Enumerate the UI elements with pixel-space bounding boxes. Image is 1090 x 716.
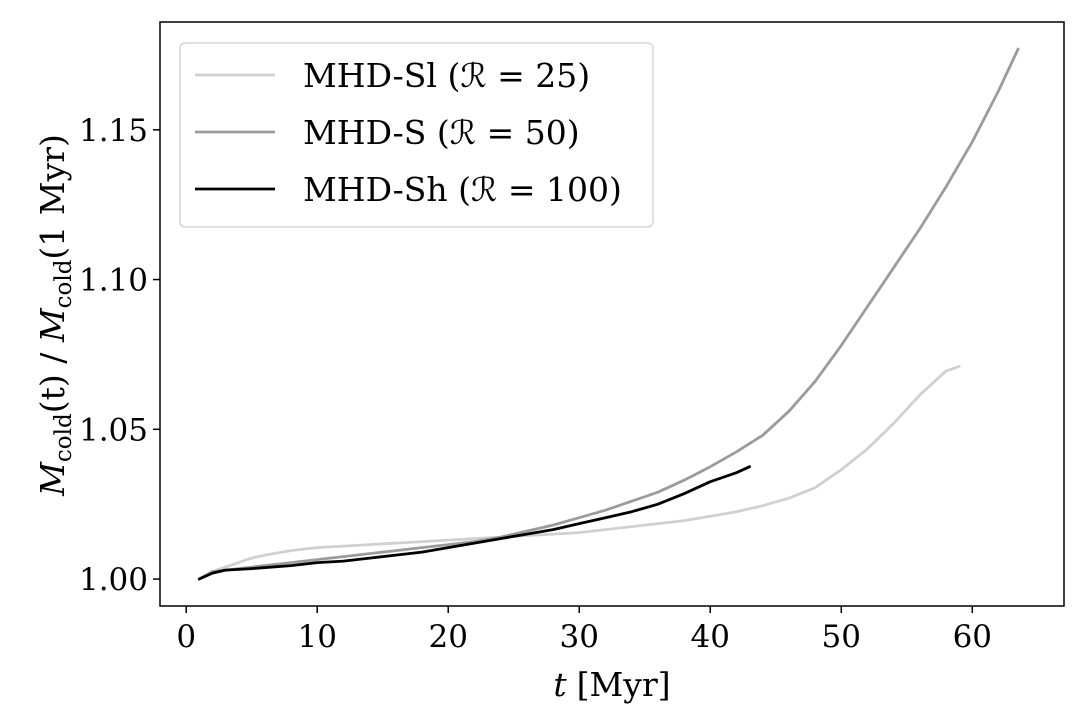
series-line	[197, 465, 751, 581]
x-tick-label: 20	[429, 619, 468, 655]
y-axis-title-num-sub: cold	[51, 413, 77, 462]
legend-items: MHD-Sl (ℛ = 25) MHD-S (ℛ = 50) MHD-Sh (ℛ =…	[195, 56, 622, 209]
y-axis-title-den-arg: (1 Myr)	[33, 134, 72, 259]
legend: MHD-Sl (ℛ = 25) MHD-S (ℛ = 50) MHD-Sh (ℛ =…	[179, 42, 654, 228]
x-tick-label: 40	[691, 619, 730, 655]
legend-box	[179, 42, 654, 228]
series-line	[197, 47, 1020, 581]
y-tick-label: 1.15	[79, 113, 148, 149]
x-tick-label: 30	[560, 619, 599, 655]
plot-frame	[159, 21, 1065, 607]
y-tick-label: 1.10	[79, 263, 148, 299]
legend-label: MHD-S (ℛ = 50)	[303, 113, 580, 152]
x-tick-label: 60	[953, 619, 992, 655]
x-axis-title-unit: [Myr]	[577, 665, 671, 704]
y-axis-title: Mcold(t) / Mcold(1 Myr)	[33, 134, 77, 497]
x-tick-label: 0	[176, 619, 196, 655]
axis-ticks: 0 10 20 30 40 50 60 1.00 1.05 1.10 1.15	[79, 113, 992, 655]
x-axis-title-var: t	[553, 665, 567, 704]
x-tick-label: 10	[297, 619, 336, 655]
y-axis-title-den-var: M	[33, 307, 72, 343]
series-line	[197, 364, 961, 581]
x-axis-title: t [Myr]	[553, 665, 670, 704]
y-tick-label: 1.00	[79, 562, 148, 598]
y-axis-title-num-arg: (t)	[33, 374, 72, 413]
y-axis-title-num-var: M	[33, 461, 72, 497]
series-lines	[197, 47, 1020, 581]
y-tick-label: 1.05	[79, 412, 148, 448]
legend-label: MHD-Sh (ℛ = 100)	[303, 170, 622, 209]
x-tick-label: 50	[822, 619, 861, 655]
legend-label: MHD-Sl (ℛ = 25)	[303, 56, 590, 95]
y-axis-title-sep: /	[33, 342, 72, 374]
y-axis-title-den-sub: cold	[51, 259, 77, 308]
